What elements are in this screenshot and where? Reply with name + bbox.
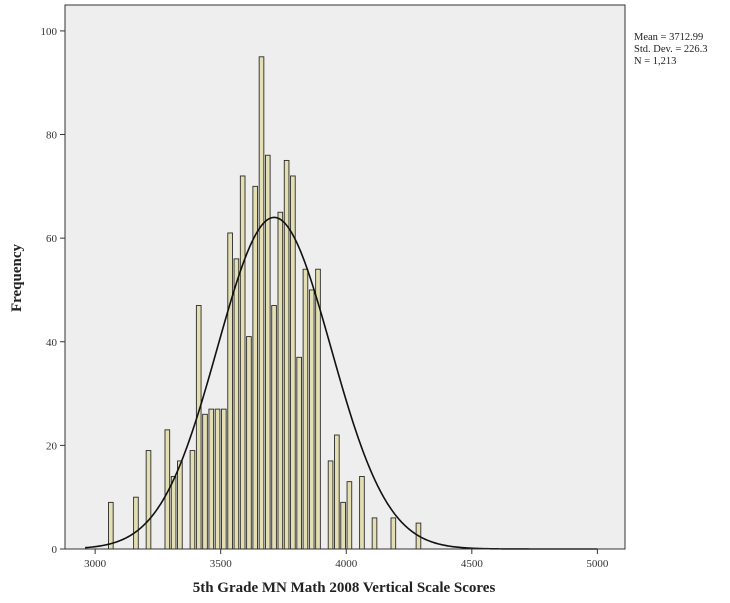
histogram-bar: [264, 154, 271, 550]
histogram-bar: [277, 211, 284, 550]
histogram-bar: [334, 434, 340, 550]
std-dev-label: Std. Dev. = 226.3: [634, 44, 708, 55]
histogram-bar: [189, 450, 196, 550]
statistics-box: Mean = 3712.99 Std. Dev. = 226.3 N = 1,2…: [634, 32, 708, 67]
y-tick-label: 100: [41, 26, 58, 38]
y-tick-label: 60: [46, 233, 58, 245]
mean-label: Mean = 3712.99: [634, 32, 703, 43]
histogram-bar: [346, 481, 353, 550]
histogram-bar: [170, 476, 177, 550]
y-tick-label: 0: [52, 544, 58, 556]
histogram-bar: [302, 268, 309, 550]
histogram-bar: [390, 517, 397, 550]
histogram-bar: [283, 159, 290, 550]
histogram-bar: [258, 56, 265, 550]
histogram-bar: [214, 408, 221, 550]
histogram-bar: [359, 476, 365, 550]
histogram-bar: [315, 268, 321, 550]
y-axis-title: Frequency: [9, 243, 25, 312]
histogram-bar: [233, 258, 240, 550]
histogram-bar: [145, 450, 152, 550]
x-tick-label: 4000: [335, 558, 358, 570]
histogram-bar: [271, 305, 277, 550]
histogram-bar: [340, 501, 346, 550]
histogram-bar: [308, 289, 315, 550]
histogram-bar: [108, 501, 114, 550]
histogram-bar: [239, 175, 246, 550]
histogram-bar: [227, 232, 233, 550]
ticks-layer: 0 20 40 60 80 100 3000 3500 4000 4500 5000: [41, 26, 609, 570]
histogram-bar: [296, 356, 302, 550]
y-tick-label: 20: [46, 440, 58, 452]
x-axis-title: 5th Grade MN Math 2008 Vertical Scale Sc…: [193, 580, 496, 596]
plot-area: [64, 4, 626, 550]
histogram-bar: [221, 408, 227, 550]
x-tick-label: 5000: [586, 558, 609, 570]
histogram-bar: [202, 413, 208, 550]
histogram-bar: [133, 496, 139, 550]
x-tick-label: 3000: [84, 558, 107, 570]
histogram-bar: [195, 305, 202, 550]
histogram-bar: [246, 336, 252, 550]
y-tick-label: 80: [46, 130, 58, 142]
n-label: N = 1,213: [634, 56, 676, 67]
histogram-bar: [208, 408, 215, 550]
histogram-bar: [371, 517, 378, 550]
axes-layer: [64, 5, 625, 550]
histogram-bar: [177, 460, 183, 550]
histogram-bar: [327, 460, 334, 550]
x-tick-label: 4500: [461, 558, 484, 570]
y-tick-label: 40: [46, 337, 58, 349]
bars-layer: [108, 56, 422, 550]
x-tick-label: 3500: [210, 558, 233, 570]
histogram-bar: [252, 185, 259, 550]
